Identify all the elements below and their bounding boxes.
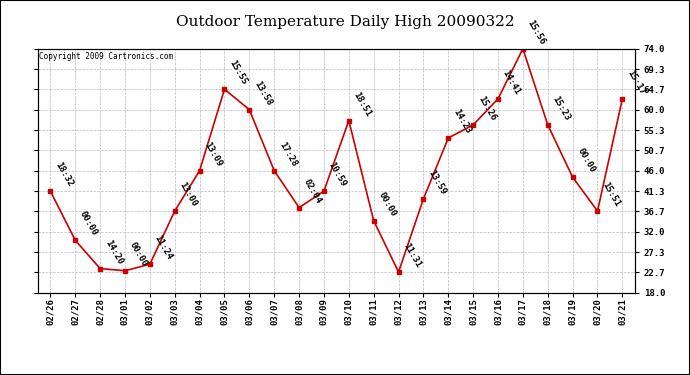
Text: 15:56: 15:56	[526, 18, 547, 46]
Text: 14:20: 14:20	[103, 238, 124, 266]
Text: 15:26: 15:26	[476, 94, 497, 122]
Text: 13:59: 13:59	[426, 168, 447, 196]
Text: 11:24: 11:24	[152, 234, 174, 261]
Text: 15:17: 15:17	[625, 68, 647, 96]
Text: 11:31: 11:31	[402, 242, 422, 269]
Text: 17:28: 17:28	[277, 140, 298, 168]
Text: Copyright 2009 Cartronics.com: Copyright 2009 Cartronics.com	[39, 53, 173, 62]
Text: Outdoor Temperature Daily High 20090322: Outdoor Temperature Daily High 20090322	[176, 15, 514, 29]
Text: 02:04: 02:04	[302, 177, 323, 205]
Text: 00:00: 00:00	[128, 240, 149, 268]
Text: 15:55: 15:55	[227, 58, 248, 87]
Text: 18:51: 18:51	[352, 90, 373, 118]
Text: 13:00: 13:00	[177, 180, 199, 209]
Text: 00:00: 00:00	[377, 190, 397, 218]
Text: 15:23: 15:23	[551, 94, 572, 122]
Text: 00:00: 00:00	[575, 147, 597, 174]
Text: 13:09: 13:09	[202, 140, 224, 168]
Text: 15:51: 15:51	[600, 180, 622, 209]
Text: 10:59: 10:59	[327, 160, 348, 188]
Text: 13:58: 13:58	[252, 79, 273, 107]
Text: 14:23: 14:23	[451, 107, 472, 135]
Text: 18:32: 18:32	[53, 160, 75, 188]
Text: 00:00: 00:00	[78, 210, 99, 237]
Text: 14:41: 14:41	[501, 68, 522, 96]
